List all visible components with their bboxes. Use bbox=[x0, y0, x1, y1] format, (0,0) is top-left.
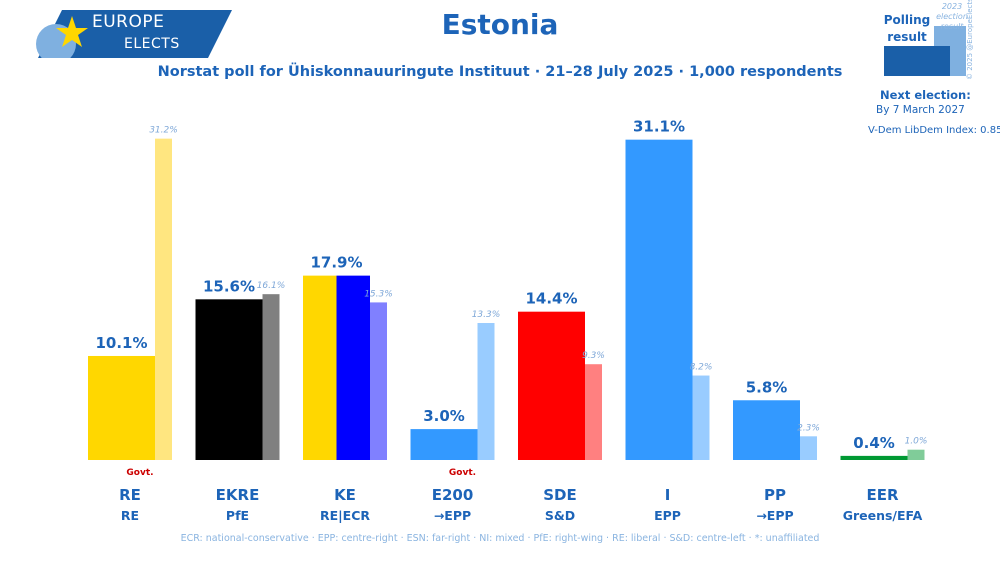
group-label-sde: S&D bbox=[545, 508, 575, 523]
category-label-eer: EER bbox=[866, 486, 898, 504]
label-previous-eer: 1.0% bbox=[905, 437, 928, 447]
group-label-i: EPP bbox=[654, 508, 681, 523]
next-election-date: By 7 March 2027 bbox=[876, 104, 965, 116]
label-poll-ke: 17.9% bbox=[310, 254, 362, 272]
bar-poll-pp bbox=[733, 400, 800, 460]
bar-previous-re bbox=[155, 138, 172, 460]
next-election-heading: Next election: bbox=[880, 88, 971, 102]
legend-graphic bbox=[884, 26, 966, 76]
page-subtitle: Norstat poll for Ühiskonnauuringute Inst… bbox=[157, 64, 843, 80]
label-poll-e200: 3.0% bbox=[423, 407, 465, 425]
logo-text-europe: EUROPE bbox=[92, 12, 165, 32]
group-label-e200: →EPP bbox=[434, 508, 471, 523]
bar-poll-ekre bbox=[195, 299, 263, 460]
page-title: Estonia bbox=[441, 8, 559, 41]
bar-poll-ke-part2 bbox=[336, 275, 370, 460]
bar-previous-pp bbox=[800, 436, 817, 460]
label-previous-pp: 2.3% bbox=[797, 423, 820, 433]
bar-poll-i bbox=[625, 139, 693, 461]
bar-previous-sde bbox=[585, 364, 602, 460]
group-label-pp: →EPP bbox=[756, 508, 793, 523]
category-label-ke: KE bbox=[334, 486, 356, 504]
label-poll-eer: 0.4% bbox=[853, 434, 895, 452]
bar-poll-re bbox=[88, 355, 155, 460]
label-previous-ke: 15.3% bbox=[364, 289, 393, 299]
bar-poll-sde bbox=[518, 311, 585, 460]
label-poll-pp: 5.8% bbox=[746, 378, 788, 396]
label-poll-i: 31.1% bbox=[633, 118, 685, 136]
category-label-sde: SDE bbox=[543, 486, 577, 504]
group-label-ke: RE|ECR bbox=[320, 508, 370, 523]
legend-previous-label: 2023 election result bbox=[936, 2, 968, 31]
bar-poll-e200 bbox=[410, 429, 478, 460]
label-previous-ekre: 16.1% bbox=[257, 281, 286, 291]
bar-previous-ekre bbox=[262, 294, 280, 460]
bar-previous-i bbox=[692, 375, 710, 460]
bar-previous-ke bbox=[370, 302, 387, 460]
label-previous-e200: 13.3% bbox=[472, 310, 501, 320]
category-label-i: I bbox=[665, 486, 671, 504]
bar-poll-ke-part1 bbox=[303, 275, 337, 460]
bar-previous-eer bbox=[907, 449, 925, 460]
category-label-ekre: EKRE bbox=[216, 486, 260, 504]
footer-glossary: ECR: national-conservative · EPP: centre… bbox=[180, 533, 820, 544]
bar-previous-e200 bbox=[477, 323, 495, 460]
group-label-ekre: PfE bbox=[226, 508, 249, 523]
category-label-pp: PP bbox=[764, 486, 786, 504]
label-poll-sde: 14.4% bbox=[525, 290, 577, 308]
govt-marker-e200: Govt. bbox=[449, 468, 476, 478]
category-label-re: RE bbox=[119, 486, 141, 504]
category-label-e200: E200 bbox=[432, 486, 474, 504]
legend-polling-label: Polling result bbox=[883, 13, 931, 44]
group-label-re: RE bbox=[121, 508, 139, 523]
label-previous-i: 8.2% bbox=[690, 363, 713, 373]
group-label-eer: Greens/EFA bbox=[843, 508, 923, 523]
bar-poll-eer bbox=[840, 455, 908, 460]
label-poll-ekre: 15.6% bbox=[203, 277, 255, 295]
govt-marker-re: Govt. bbox=[126, 468, 153, 478]
europe-elects-logo bbox=[36, 10, 232, 58]
label-poll-re: 10.1% bbox=[95, 334, 147, 352]
label-previous-re: 31.2% bbox=[149, 126, 178, 136]
label-previous-sde: 9.3% bbox=[582, 351, 605, 361]
vdem-index: V-Dem LibDem Index: 0.85 bbox=[868, 125, 1000, 136]
logo-text-elects: ELECTS bbox=[124, 36, 180, 52]
